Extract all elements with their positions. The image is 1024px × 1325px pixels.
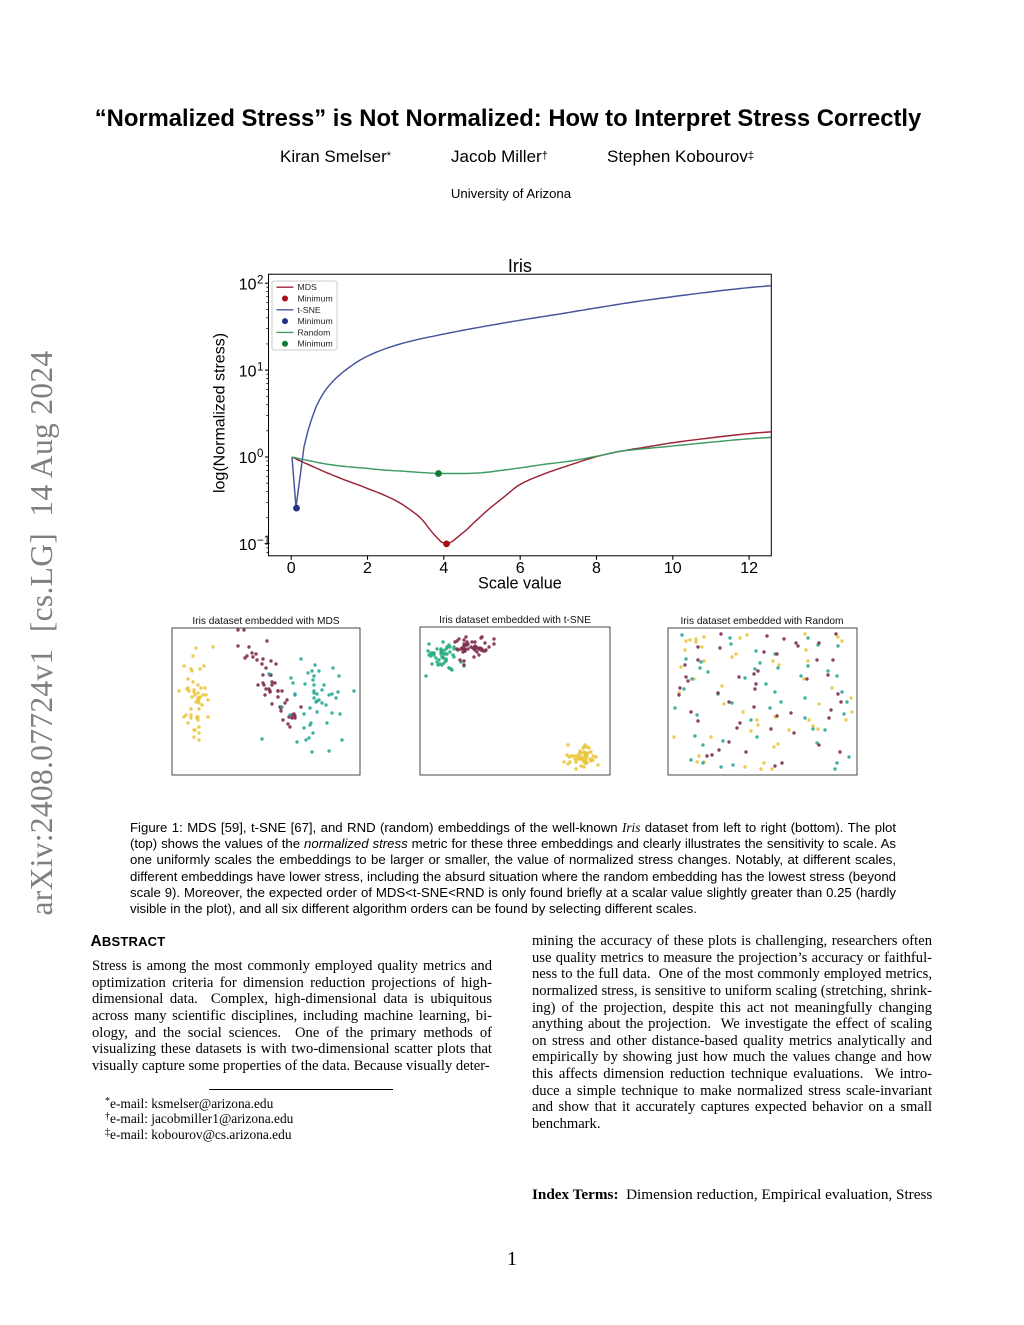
svg-text:4: 4: [439, 560, 448, 577]
svg-text:Minimum: Minimum: [298, 294, 333, 304]
svg-text:Scale value: Scale value: [478, 574, 562, 592]
svg-text:log(Normalized stress): log(Normalized stress): [212, 333, 229, 493]
svg-text:Minimum: Minimum: [298, 316, 333, 326]
svg-text:Iris dataset embedded with MDS: Iris dataset embedded with MDS: [192, 616, 339, 627]
svg-text:Iris: Iris: [508, 256, 532, 276]
svg-text:10: 10: [239, 450, 257, 467]
svg-text:Minimum: Minimum: [298, 339, 333, 349]
svg-text:1: 1: [257, 361, 263, 373]
svg-text:8: 8: [592, 560, 601, 577]
svg-text:Iris dataset embedded with Ran: Iris dataset embedded with Random: [680, 616, 843, 627]
svg-text:10: 10: [664, 560, 682, 577]
svg-text:10: 10: [239, 537, 257, 554]
svg-text:MDS: MDS: [298, 282, 318, 292]
svg-text:0: 0: [287, 560, 296, 577]
svg-text:10: 10: [239, 276, 257, 293]
svg-text:2: 2: [257, 274, 263, 286]
svg-text:0: 0: [257, 448, 263, 460]
svg-text:10: 10: [239, 363, 257, 380]
svg-text:t-SNE: t-SNE: [298, 305, 321, 315]
svg-text:12: 12: [740, 560, 758, 577]
svg-text:−1: −1: [257, 535, 270, 547]
svg-text:Iris dataset embedded with t-S: Iris dataset embedded with t-SNE: [439, 615, 591, 626]
svg-text:Random: Random: [298, 327, 331, 337]
svg-text:2: 2: [363, 560, 372, 577]
svg-text:6: 6: [516, 560, 525, 577]
